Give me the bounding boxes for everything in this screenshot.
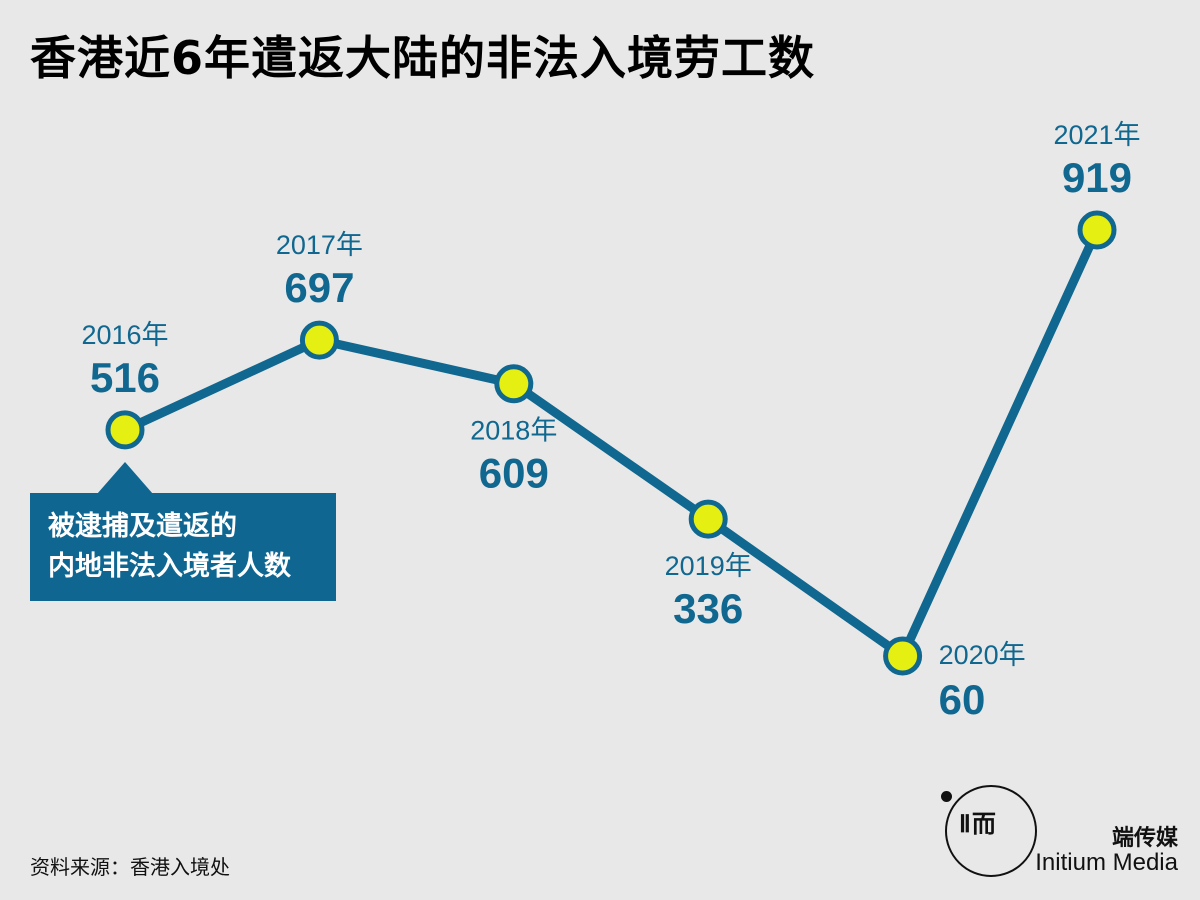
year-label-5: 2021年 [1053,120,1140,150]
year-label-2: 2018年 [470,416,557,446]
callout-line-2: 内地非法入境者人数 [48,551,291,582]
value-label-3: 336 [673,585,743,632]
data-point-0 [105,410,145,450]
logo-dot [941,791,952,802]
brand-name-en: Initium Media [1035,849,1178,876]
year-label-3: 2019年 [665,551,752,581]
year-label-4: 2020年 [939,640,1026,670]
chart-title: 香港近6年遣返大陆的非法入境劳工数 [30,31,816,85]
data-point-5 [1077,210,1117,250]
value-label-4: 60 [939,676,986,723]
year-label-0: 2016年 [81,320,168,350]
value-label-0: 516 [90,354,160,401]
value-label-1: 697 [284,264,354,311]
callout-line-1: 被逮捕及遣返的 [48,511,237,542]
brand-name-cn: 端传媒 [1111,826,1178,851]
value-label-5: 919 [1062,154,1132,201]
data-point-3 [688,499,728,539]
initium-logo: Ⅱ而 [941,785,1037,877]
value-label-2: 609 [479,450,549,497]
data-point-1 [299,320,339,360]
logo-mark: Ⅱ而 [959,812,997,838]
series-line [123,228,1102,661]
year-label-1: 2017年 [276,230,363,260]
data-point-2 [494,364,534,404]
source-note: 资料来源：香港入境处 [30,855,230,879]
callout-pointer [97,462,153,494]
data-point-4 [883,636,923,676]
series-callout: 被逮捕及遣返的 内地非法入境者人数 [30,493,336,601]
